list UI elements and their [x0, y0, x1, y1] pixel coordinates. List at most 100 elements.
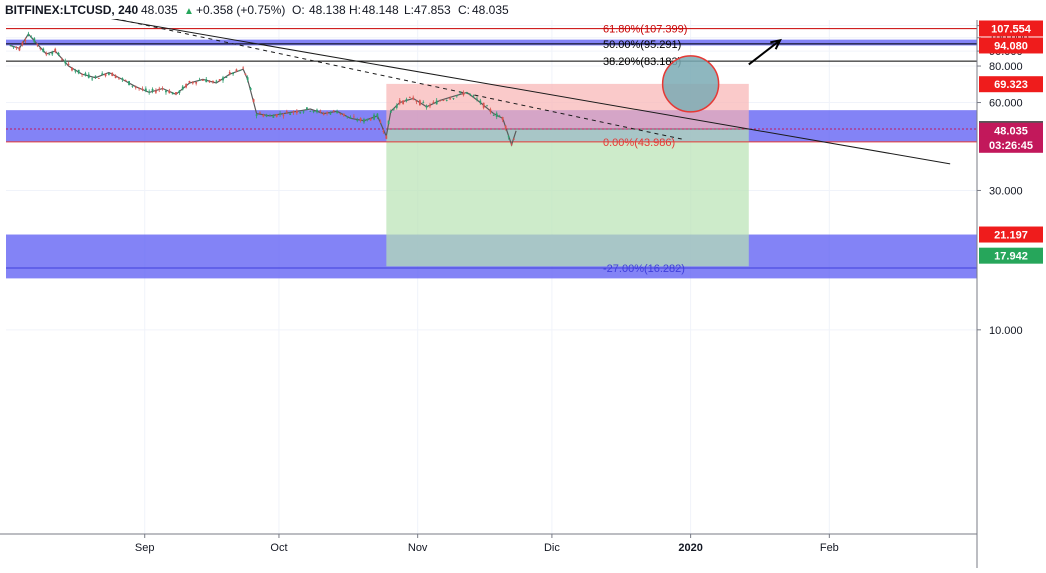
candle-body	[175, 92, 177, 95]
candle-body	[507, 136, 510, 138]
candle-body	[329, 112, 332, 115]
candle-body	[27, 34, 30, 36]
price-tag-label: 69.323	[994, 79, 1028, 91]
arrow-shaft[interactable]	[748, 39, 781, 66]
price-tag	[979, 226, 1043, 243]
candle-body	[265, 115, 268, 117]
close-value: 48.035	[472, 3, 509, 17]
candle-body	[482, 102, 485, 108]
candle-body	[392, 108, 395, 110]
low-label: L:	[404, 3, 414, 17]
candle-body	[246, 77, 249, 81]
candle-body	[91, 78, 94, 80]
candle-body	[346, 116, 349, 118]
candle-body	[312, 111, 315, 113]
candle-body	[252, 99, 255, 102]
candle-body	[282, 115, 285, 117]
price-tag	[979, 20, 1043, 37]
candle-body	[486, 105, 488, 107]
candle-body	[15, 46, 18, 48]
candle-body	[262, 114, 265, 117]
candle-body	[292, 111, 295, 113]
zone-band	[6, 39, 977, 46]
trendlines[interactable]	[81, 13, 951, 165]
candle-body	[94, 75, 97, 77]
candle-body	[339, 113, 342, 115]
candle-body	[74, 70, 77, 72]
candle-body	[111, 72, 114, 77]
price-tag-label: 21.197	[994, 230, 1028, 242]
x-tick-label: Dic	[544, 542, 560, 554]
candle-body	[501, 117, 504, 121]
candle-body	[489, 109, 492, 112]
candle-body	[408, 97, 411, 98]
candle-body	[309, 110, 312, 112]
candle-body	[429, 104, 431, 107]
candle-body	[168, 90, 171, 94]
candle-body	[42, 48, 45, 52]
candle-body	[81, 73, 83, 75]
candle-body	[512, 138, 515, 140]
price-axis[interactable]: 10.00030.00060.00080.00090.000100.000110…	[977, 21, 1029, 337]
price-tag-label: 48.035	[994, 126, 1028, 138]
candle-body	[24, 40, 27, 42]
time-axis[interactable]: Sep Oct Nov Dic 2020 Feb	[135, 534, 839, 554]
trendline-solid[interactable]	[81, 13, 951, 165]
y-tick-label: 80.000	[989, 61, 1023, 73]
candle-body	[71, 67, 73, 71]
annotations[interactable]	[661, 38, 782, 113]
candle-body	[208, 80, 211, 83]
candle-body	[379, 121, 382, 123]
open-value: 48.138	[309, 3, 346, 17]
candle-body	[336, 111, 339, 114]
candle-body	[155, 90, 157, 93]
candle-body	[359, 118, 362, 121]
highlight-circle[interactable]	[661, 55, 720, 113]
candle-body	[161, 88, 164, 90]
candle-body	[215, 80, 218, 82]
fib-label: -27.00%(16.282)	[603, 263, 685, 275]
candle-body	[382, 130, 385, 132]
candle-body	[412, 97, 415, 100]
candle-body	[385, 135, 388, 139]
candle-body	[376, 113, 379, 118]
candle-body	[97, 78, 100, 79]
candle-body	[479, 100, 482, 104]
candle-body	[57, 52, 60, 55]
candle-body	[349, 117, 352, 119]
candle-body	[191, 82, 194, 84]
arrow-head-icon	[770, 38, 782, 50]
candle-body	[134, 86, 137, 88]
x-tick-label: 2020	[678, 542, 702, 554]
candle-body	[272, 115, 275, 118]
change-value: +0.358 (+0.75%)	[196, 3, 285, 17]
candle-body	[322, 113, 325, 115]
candle-body	[405, 99, 408, 101]
candle-body	[181, 86, 184, 90]
candle-body	[158, 88, 161, 91]
candle-body	[205, 79, 208, 83]
candle-body	[504, 125, 507, 130]
price-tag	[979, 76, 1043, 93]
open-label: O:	[292, 3, 305, 17]
candle-body	[285, 111, 288, 113]
candle-body	[442, 100, 445, 101]
candle-body	[373, 114, 375, 120]
x-tick-label: Nov	[408, 542, 428, 554]
x-tick-label: Oct	[270, 542, 287, 554]
candle-body	[141, 88, 144, 90]
candle-body	[289, 113, 292, 115]
take-profit-zone[interactable]	[386, 129, 749, 267]
candle-body	[422, 102, 425, 104]
candle-body	[101, 73, 104, 75]
price-tag-label: 03:26:45	[989, 140, 1033, 152]
candle-body	[9, 45, 12, 47]
price-series	[9, 31, 517, 147]
candle-body	[439, 100, 441, 102]
price-tag-label: 107.554	[991, 23, 1032, 35]
candle-body	[171, 92, 174, 95]
fib-label: 38.20%(83.183)	[603, 56, 681, 68]
candle-body	[144, 88, 147, 92]
candle-body	[121, 78, 124, 80]
